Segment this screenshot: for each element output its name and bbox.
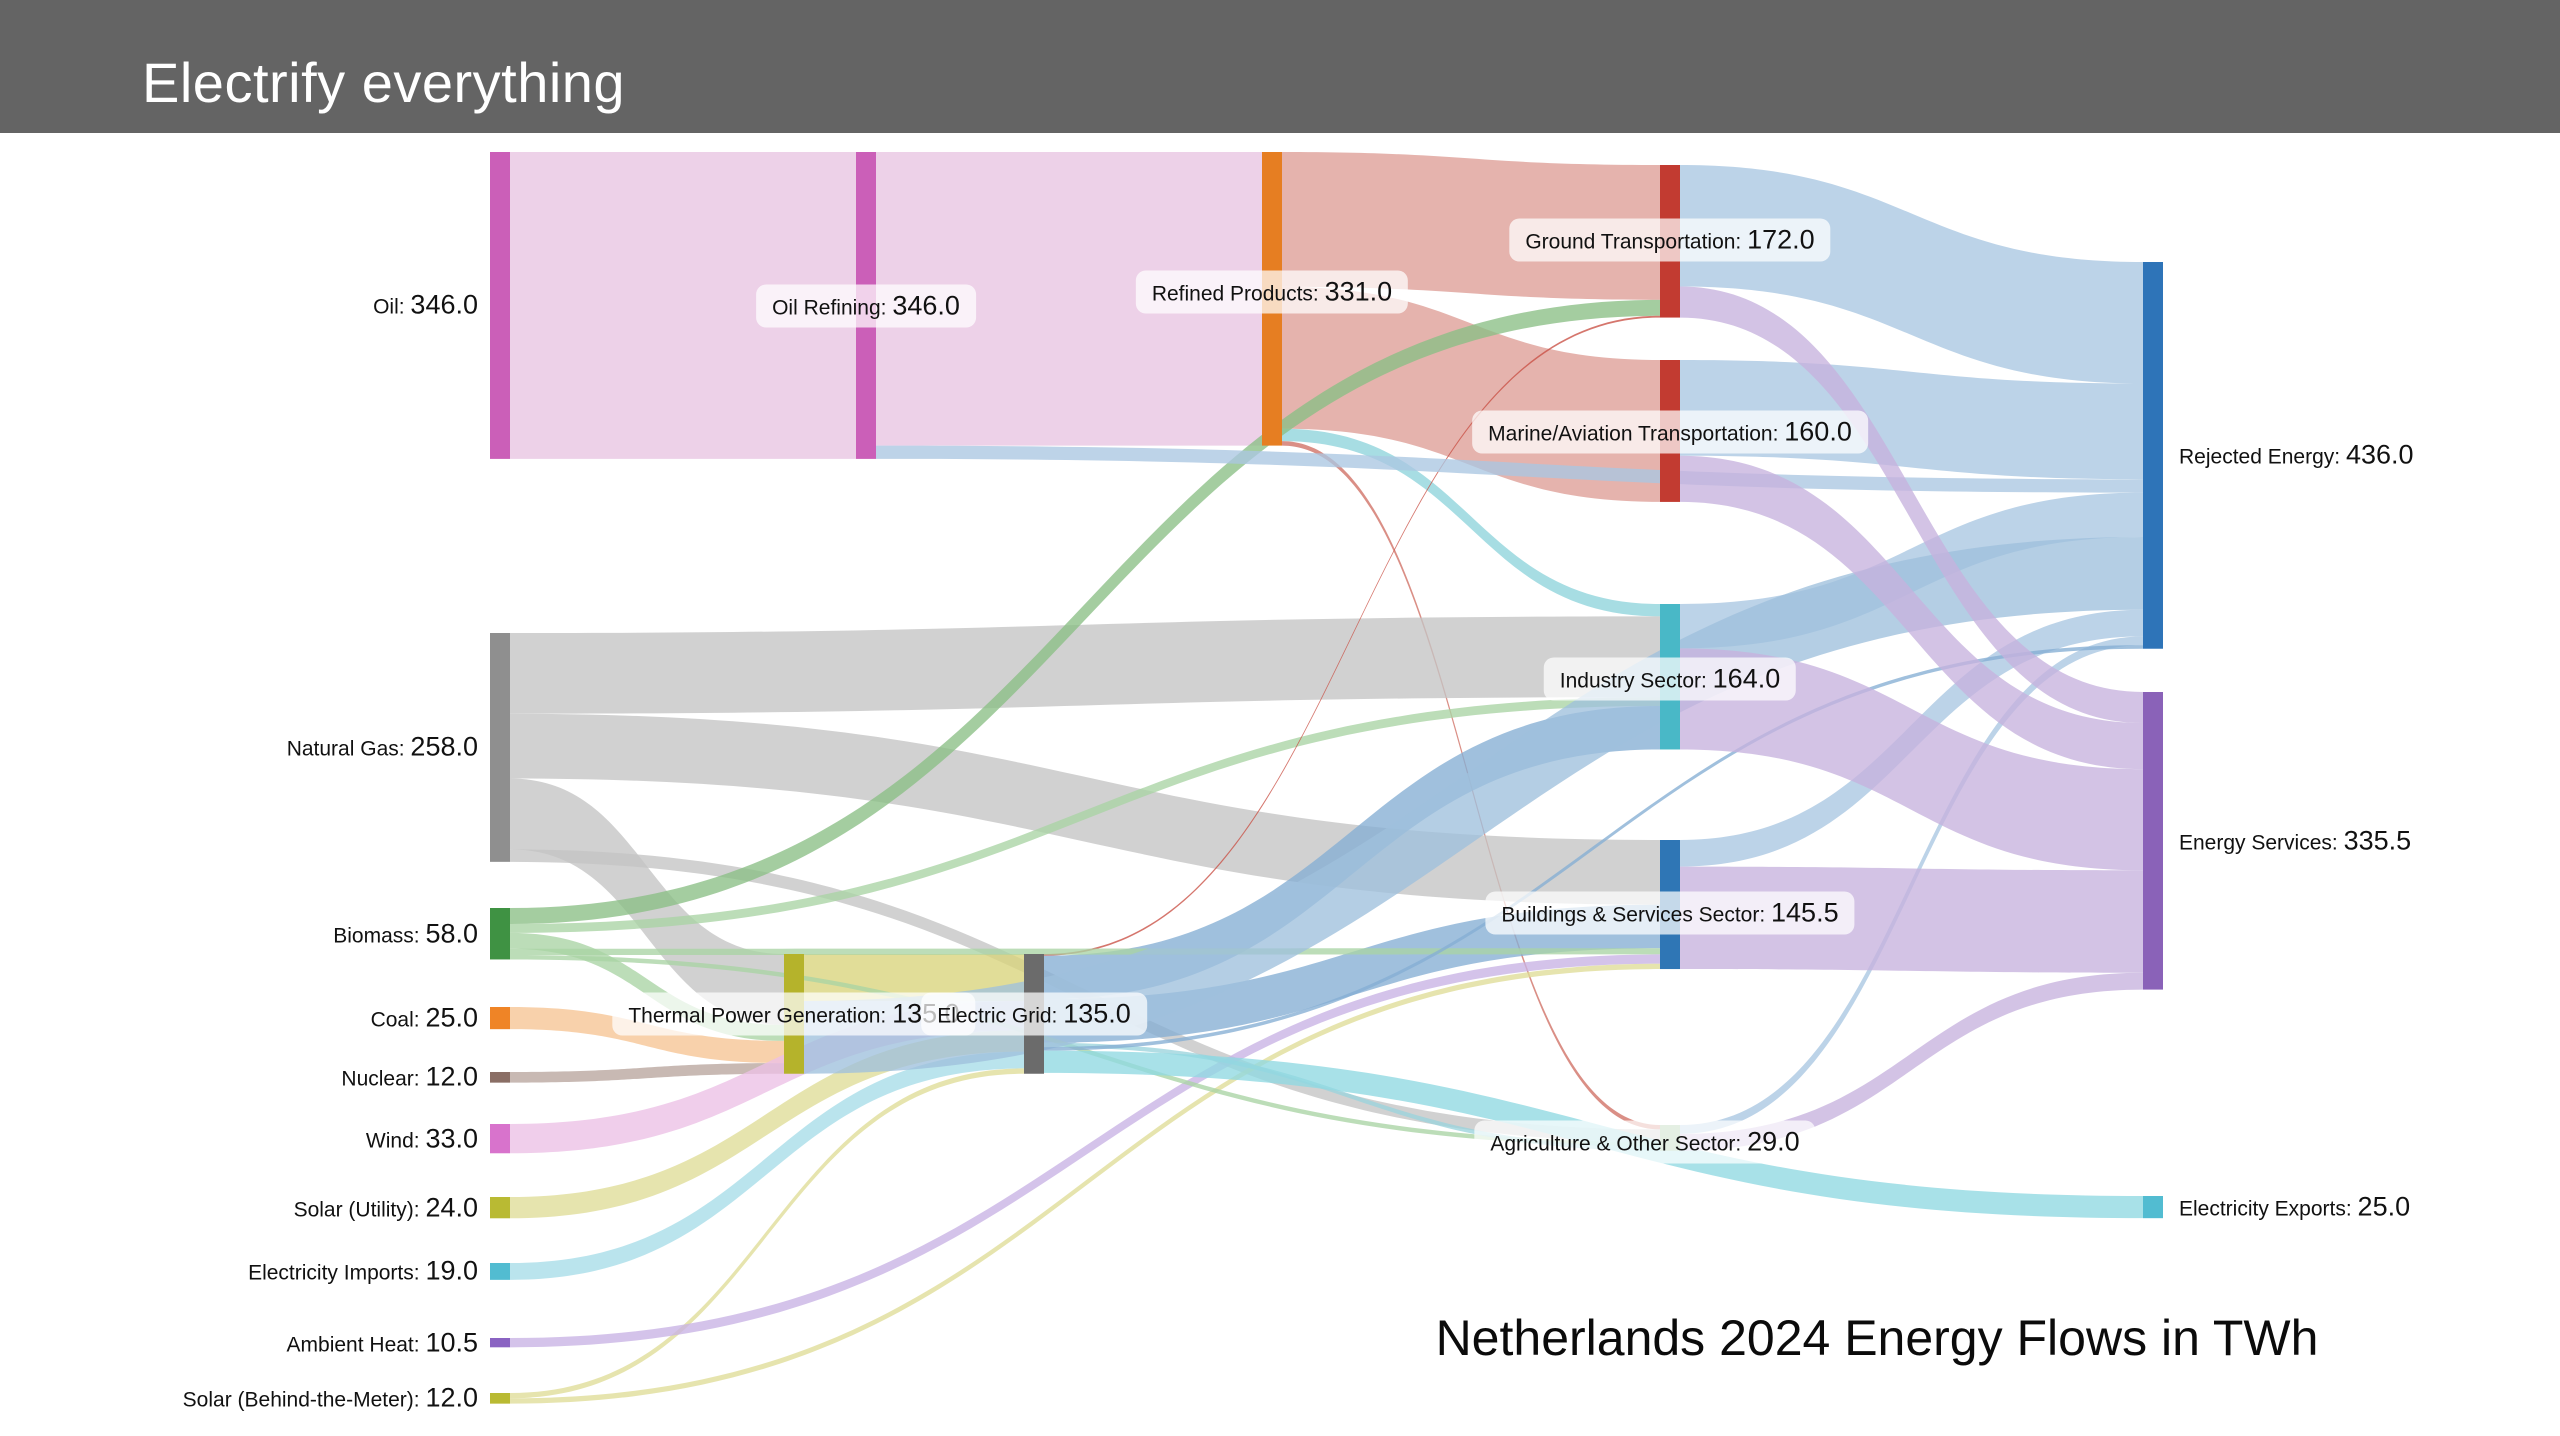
- node-buildings: [1660, 840, 1680, 970]
- flow-electric_grid-to-ground_transportation: [1044, 315, 1660, 956]
- flow-oil_refining-to-refined_products: [876, 152, 1262, 446]
- chart-caption: Netherlands 2024 Energy Flows in TWh: [1435, 1310, 2319, 1366]
- flow-marine_aviation-to-energy_services: [1680, 455, 2143, 770]
- node-refined_products: [1262, 152, 1282, 446]
- flow-biomass-to-thermal_power: [510, 932, 784, 1041]
- flow-biomass-to-agriculture: [510, 955, 1660, 1147]
- flow-industry-to-energy_services: [1680, 648, 2143, 871]
- flow-nuclear-to-thermal_power: [510, 1063, 784, 1083]
- node-nuclear: [490, 1072, 510, 1083]
- node-natural_gas: [490, 633, 510, 862]
- flow-biomass-to-industry: [510, 697, 1660, 933]
- node-solar_btm: [490, 1393, 510, 1404]
- flow-biomass-to-buildings: [510, 948, 1660, 956]
- flow-electricity_imports-to-electric_grid: [510, 1051, 1024, 1280]
- node-coal: [490, 1007, 510, 1030]
- flow-solar_btm-to-buildings: [510, 963, 1660, 1404]
- node-oil_refining: [856, 152, 876, 459]
- flow-electric_grid-to-rejected_energy: [1044, 645, 2143, 1051]
- page-title: Electrify everything: [142, 51, 626, 114]
- flow-thermal_power-to-rejected_energy: [804, 536, 2143, 1074]
- node-electric_grid: [1024, 954, 1044, 1074]
- node-electricity_imports: [490, 1263, 510, 1280]
- node-thermal_power: [784, 954, 804, 1074]
- flow-agriculture-to-energy_services: [1680, 972, 2143, 1151]
- node-ground_transportation: [1660, 165, 1680, 318]
- flow-ground_transportation-to-energy_services: [1680, 286, 2143, 724]
- flow-electric_grid-to-agriculture: [1044, 1042, 1660, 1151]
- node-marine_aviation: [1660, 360, 1680, 502]
- flow-electric_grid-to-electricity_exports: [1044, 1050, 2143, 1219]
- flow-solar_utility-to-electric_grid: [510, 1030, 1024, 1219]
- flow-oil-to-oil_refining: [510, 152, 856, 459]
- sankey-flows: [510, 152, 2143, 1404]
- node-agriculture: [1660, 1125, 1680, 1151]
- node-electricity_exports: [2143, 1196, 2163, 1219]
- flow-natural_gas-to-industry: [510, 616, 1660, 714]
- node-oil: [490, 152, 510, 459]
- flow-electric_grid-to-buildings: [1044, 904, 1660, 1043]
- flow-buildings-to-energy_services: [1680, 866, 2143, 973]
- flow-refined_products-to-ground_transportation: [1282, 152, 1660, 300]
- flow-biomass-to-ground_transportation: [510, 299, 1660, 924]
- node-energy_services: [2143, 692, 2163, 990]
- header-bar: Electrify everything: [0, 0, 2560, 133]
- flow-solar_btm-to-electric_grid: [510, 1068, 1024, 1399]
- node-wind: [490, 1124, 510, 1154]
- node-industry: [1660, 604, 1680, 750]
- flow-ambient_heat-to-buildings: [510, 954, 1660, 1348]
- node-solar_utility: [490, 1197, 510, 1219]
- flow-oil_refining-to-rejected_energy: [876, 445, 2143, 493]
- flow-ground_transportation-to-rejected_energy: [1680, 165, 2143, 384]
- flow-refined_products-to-industry: [1282, 428, 1660, 617]
- node-biomass: [490, 908, 510, 960]
- node-rejected_energy: [2143, 262, 2163, 649]
- node-ambient_heat: [490, 1338, 510, 1348]
